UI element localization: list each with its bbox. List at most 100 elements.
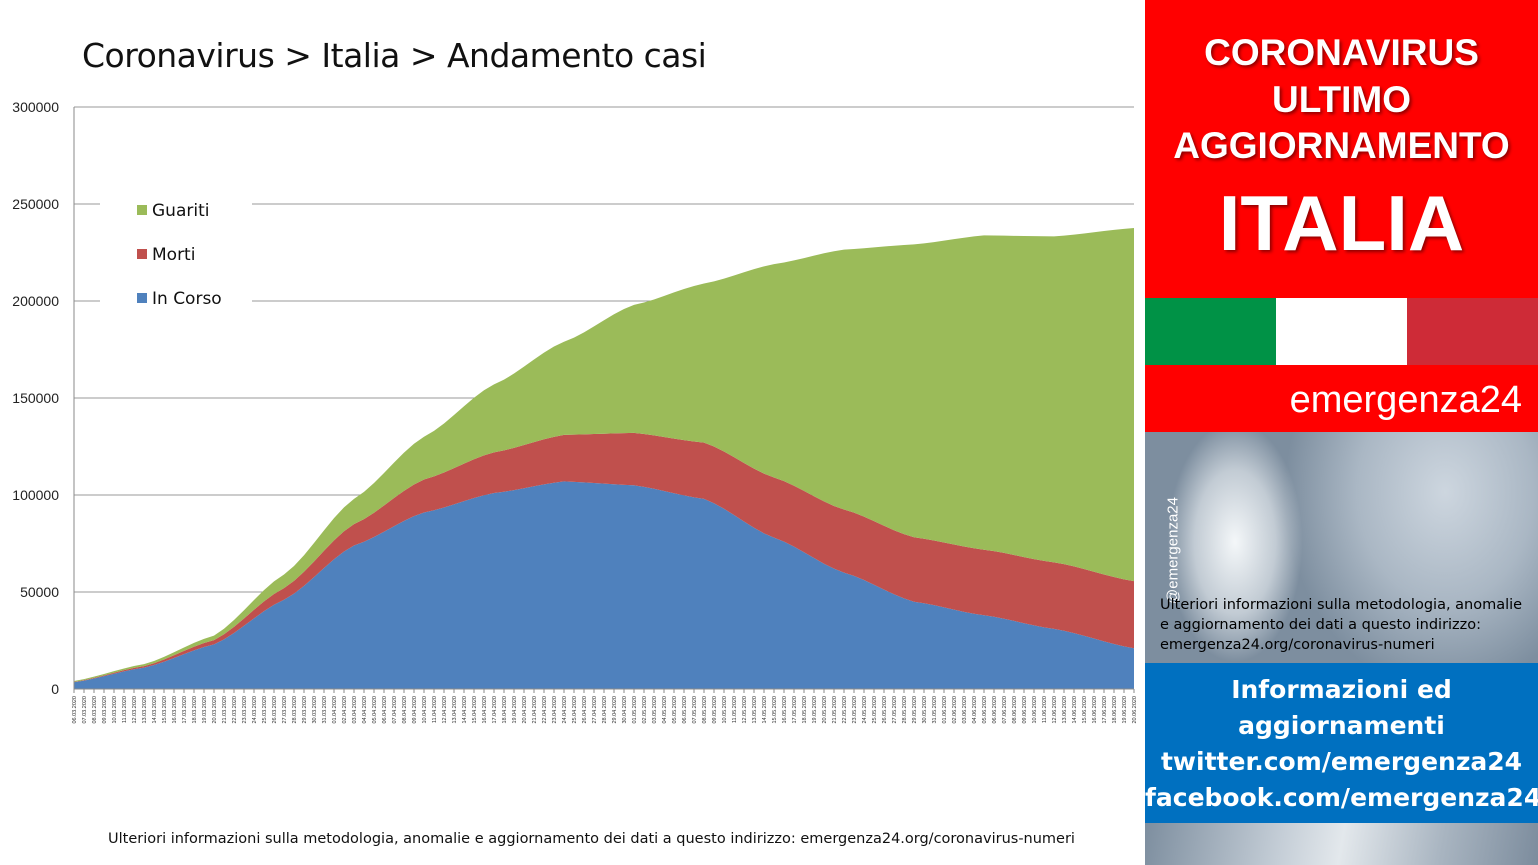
background-photo: @emergenza24 Ulteriori informazioni sull…	[1145, 432, 1538, 663]
x-tick-label: 02.06.2020	[952, 696, 958, 724]
x-tick-label: 19.04.2020	[512, 696, 518, 724]
x-tick-label: 15.04.2020	[472, 696, 478, 724]
x-tick-label: 29.05.2020	[912, 696, 918, 724]
x-tick-label: 13.06.2020	[1062, 696, 1068, 724]
x-tick-label: 20.05.2020	[822, 696, 828, 724]
x-tick-label: 21.04.2020	[532, 696, 538, 724]
x-tick-label: 26.05.2020	[882, 696, 888, 724]
x-tick-label: 07.05.2020	[692, 696, 698, 724]
flag-green-stripe	[1145, 298, 1276, 365]
x-tick-label: 27.03.2020	[282, 696, 288, 724]
x-tick-label: 18.06.2020	[1112, 696, 1118, 724]
x-tick-label: 14.06.2020	[1072, 696, 1078, 724]
x-tick-label: 20.04.2020	[522, 696, 528, 724]
x-tick-label: 13.03.2020	[142, 696, 148, 724]
x-tick-label: 26.04.2020	[582, 696, 588, 724]
y-tick-label: 100000	[12, 487, 59, 503]
x-tick-label: 12.03.2020	[132, 696, 138, 724]
italian-flag	[1145, 298, 1538, 365]
x-tick-label: 05.06.2020	[982, 696, 988, 724]
x-tick-label: 14.04.2020	[462, 696, 468, 724]
x-tick-label: 30.05.2020	[922, 696, 928, 724]
x-tick-label: 07.06.2020	[1002, 696, 1008, 724]
x-tick-label: 24.03.2020	[252, 696, 258, 724]
flag-white-stripe	[1276, 298, 1407, 365]
x-tick-label: 06.06.2020	[992, 696, 998, 724]
x-tick-label: 10.03.2020	[112, 696, 118, 724]
y-tick-label: 150000	[12, 390, 59, 406]
x-tick-label: 16.06.2020	[1092, 696, 1098, 724]
x-tick-label: 12.06.2020	[1052, 696, 1058, 724]
x-tick-label: 22.03.2020	[232, 696, 238, 724]
x-tick-label: 13.04.2020	[452, 696, 458, 724]
legend-label: Guariti	[152, 201, 209, 221]
x-tick-label: 07.03.2020	[82, 696, 88, 724]
legend-swatch-morti	[137, 249, 147, 259]
x-tick-label: 27.04.2020	[592, 696, 598, 724]
x-tick-label: 15.03.2020	[162, 696, 168, 724]
x-tick-label: 11.03.2020	[122, 696, 128, 723]
flag-red-stripe	[1407, 298, 1538, 365]
x-tick-label: 08.04.2020	[402, 696, 408, 724]
x-tick-label: 14.05.2020	[762, 696, 768, 724]
y-tick-label: 0	[51, 681, 59, 697]
x-tick-label: 01.05.2020	[632, 696, 638, 724]
x-tick-label: 25.03.2020	[262, 696, 268, 724]
x-tick-label: 01.06.2020	[942, 696, 948, 724]
facebook-link[interactable]: facebook.com/emergenza24	[1145, 783, 1538, 812]
x-tick-label: 03.04.2020	[352, 696, 358, 724]
x-tick-label: 09.03.2020	[102, 696, 108, 724]
x-tick-label: 10.04.2020	[422, 696, 428, 724]
x-tick-label: 15.06.2020	[1082, 696, 1088, 724]
x-tick-label: 19.06.2020	[1122, 696, 1128, 724]
area-chart: 0 50000 100000 150000 200000 250000 300000 06.0…	[12, 99, 1138, 724]
x-tick-label: 08.03.2020	[92, 696, 98, 724]
x-tick-label: 11.06.2020	[1042, 696, 1048, 723]
x-tick-label: 20.06.2020	[1132, 696, 1138, 724]
x-tick-label: 09.05.2020	[712, 696, 718, 724]
info-line-2: aggiornamenti	[1238, 711, 1445, 740]
x-tick-label: 01.04.2020	[332, 696, 338, 724]
legend-label: Morti	[152, 245, 195, 265]
y-tick-label: 50000	[20, 584, 59, 600]
x-tick-label: 09.04.2020	[412, 696, 418, 724]
brand-bar: emergenza24	[1145, 365, 1538, 432]
x-tick-label: 04.05.2020	[662, 696, 668, 724]
x-tick-label: 23.04.2020	[552, 696, 558, 724]
x-tick-label: 05.04.2020	[372, 696, 378, 724]
x-tick-label: 09.06.2020	[1022, 696, 1028, 724]
x-tick-label: 29.03.2020	[302, 696, 308, 724]
info-line-1: Informazioni ed	[1231, 675, 1452, 704]
x-tick-label: 31.03.2020	[322, 696, 328, 724]
x-tick-label: 30.04.2020	[622, 696, 628, 724]
x-tick-label: 17.05.2020	[792, 696, 798, 724]
x-tick-label: 03.05.2020	[652, 696, 658, 724]
x-tick-label: 21.03.2020	[222, 696, 228, 724]
x-tick-label: 30.03.2020	[312, 696, 318, 724]
header-banner: CORONAVIRUS ULTIMO AGGIORNAMENTO ITALIA	[1145, 0, 1538, 298]
x-tick-label: 12.04.2020	[442, 696, 448, 724]
x-tick-label: 22.04.2020	[542, 696, 548, 724]
x-tick-label: 11.05.2020	[732, 696, 738, 723]
x-tick-label: 18.04.2020	[502, 696, 508, 724]
x-tick-label: 15.05.2020	[772, 696, 778, 724]
x-tick-label: 05.05.2020	[672, 696, 678, 724]
x-tick-label: 16.04.2020	[482, 696, 488, 724]
info-box: Informazioni ed aggiornamenti twitter.co…	[1145, 663, 1538, 823]
x-tick-label: 12.05.2020	[742, 696, 748, 724]
legend-box	[100, 190, 252, 312]
header-line-aggiornamento: AGGIORNAMENTO	[1173, 125, 1510, 166]
x-tick-label: 11.04.2020	[432, 696, 438, 723]
legend-swatch-in-corso	[137, 293, 147, 303]
x-tick-label: 08.05.2020	[702, 696, 708, 724]
x-tick-label: 06.03.2020	[72, 696, 78, 724]
x-tick-label: 06.05.2020	[682, 696, 688, 724]
x-tick-label: 29.04.2020	[612, 696, 618, 724]
x-tick-label: 17.04.2020	[492, 696, 498, 724]
x-tick-label: 28.03.2020	[292, 696, 298, 724]
area-series-in-corso	[74, 481, 1134, 689]
twitter-link[interactable]: twitter.com/emergenza24	[1160, 747, 1523, 776]
legend-label: In Corso	[152, 289, 222, 309]
y-tick-label: 200000	[12, 293, 59, 309]
